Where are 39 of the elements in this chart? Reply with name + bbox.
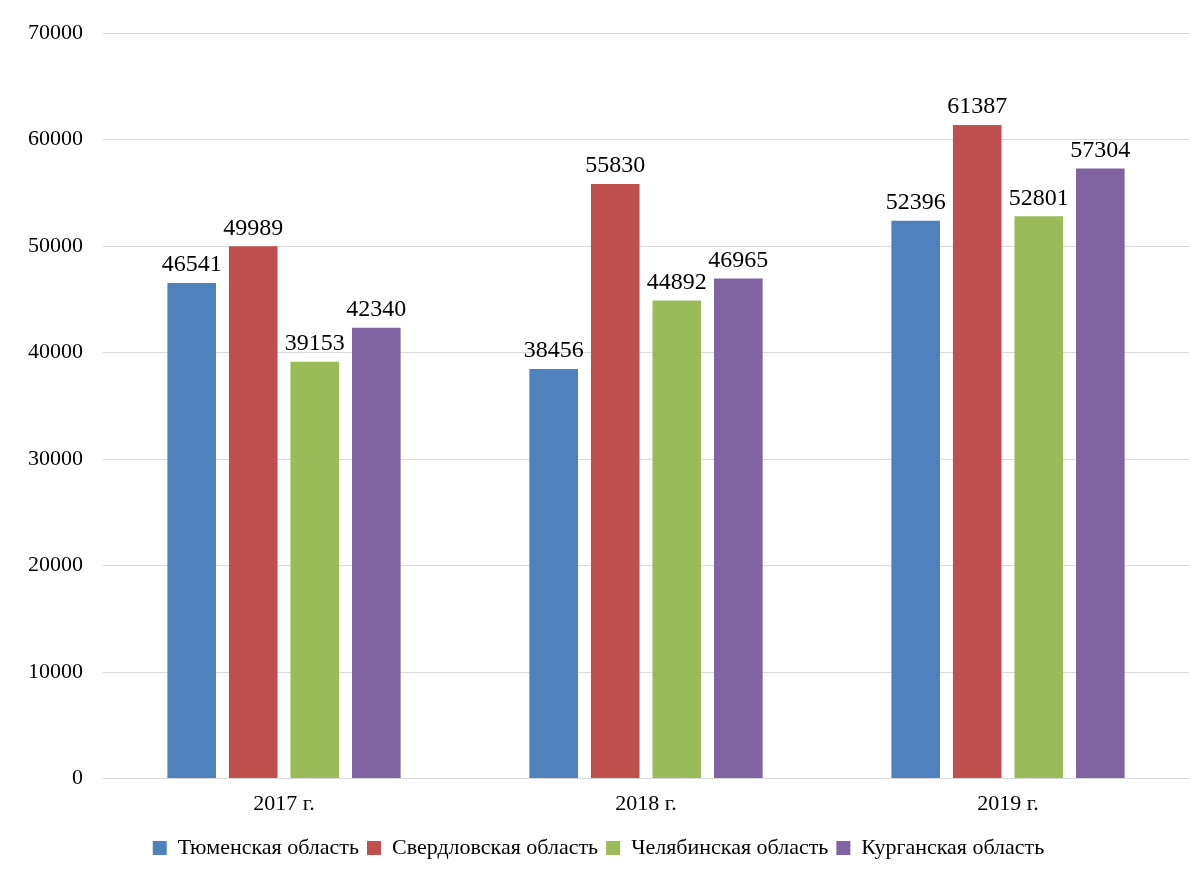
y-tick-label: 30000 <box>28 444 83 470</box>
y-tick-label: 70000 <box>28 18 83 44</box>
data-label: 44892 <box>646 267 707 294</box>
legend-label: Курганская область <box>861 833 1045 859</box>
bar <box>352 327 401 779</box>
bar <box>590 184 640 779</box>
data-label: 61387 <box>947 92 1008 119</box>
data-label: 42340 <box>346 295 407 322</box>
legend-label: Свердловская область <box>392 833 599 859</box>
data-label: 52396 <box>885 187 946 214</box>
y-tick-label: 20000 <box>28 551 83 577</box>
y-tick-label: 40000 <box>28 338 83 364</box>
bar <box>891 220 940 779</box>
data-label: 55830 <box>585 151 646 178</box>
legend-label: Тюменская область <box>177 833 360 859</box>
bar <box>167 283 216 779</box>
data-label: 38456 <box>523 336 584 363</box>
bar <box>1076 168 1125 779</box>
y-tick-label: 60000 <box>28 125 83 151</box>
bar <box>714 278 763 779</box>
bar <box>1014 216 1064 779</box>
data-label: 49989 <box>223 213 284 240</box>
data-label: 57304 <box>1070 135 1131 162</box>
bar <box>290 361 340 779</box>
x-tick-label: 2018 г. <box>615 789 677 815</box>
legend-label: Челябинская область <box>631 833 829 859</box>
y-tick-label: 0 <box>72 764 83 790</box>
data-label: 46965 <box>708 245 769 272</box>
data-label: 52801 <box>1008 183 1069 210</box>
bar <box>228 246 278 779</box>
data-label: 46541 <box>161 250 222 277</box>
x-tick-label: 2017 г. <box>253 789 315 815</box>
data-label: 39153 <box>284 328 345 355</box>
bar <box>952 124 1002 779</box>
y-tick-label: 10000 <box>28 657 83 683</box>
y-tick-label: 50000 <box>28 231 83 257</box>
x-tick-label: 2019 г. <box>977 789 1039 815</box>
bar <box>652 300 702 779</box>
bar <box>529 369 578 779</box>
